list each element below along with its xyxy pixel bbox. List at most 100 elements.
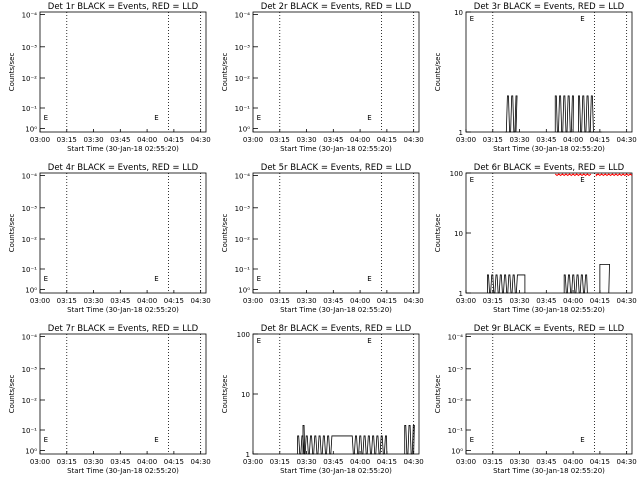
y-axis-label: Counts/sec [8,375,16,414]
panel-title: Det 7r BLACK = Events, RED = LLD [48,324,199,334]
plot-frame [465,333,633,455]
x-tick-label: 03:45 [536,458,556,466]
y-tick-label: 10⁻³ [235,205,251,213]
y-tick-label: 10 [241,391,250,399]
x-tick-label: 03:00 [30,297,50,305]
x-tick-label: 03:15 [483,458,503,466]
y-tick-label: 10 [454,9,463,17]
x-tick-label: 04:15 [590,136,610,144]
panel-title: Det 1r BLACK = Events, RED = LLD [48,2,199,12]
plot-frame [39,172,207,294]
y-tick-label: 1 [459,290,463,298]
panel-title: Det 9r BLACK = Events, RED = LLD [474,324,625,334]
y-tick-label: 10⁻⁴ [22,172,38,180]
x-tick-label: 04:00 [137,458,157,466]
x-tick-label: 03:30 [296,297,316,305]
plot-frame [465,172,633,294]
y-tick-label: 10⁻⁴ [22,11,38,19]
x-tick-label: 04:00 [350,136,370,144]
y-tick-label: 10⁻³ [22,44,38,52]
x-tick-label: 04:30 [191,458,211,466]
event-marker-e: E [44,436,48,444]
x-tick-label: 04:30 [404,458,424,466]
x-tick-label: 03:15 [57,297,77,305]
panel-det5r: Det 5r BLACK = Events, RED = LLD 03:00 03:… [221,163,424,314]
panel-title: Det 5r BLACK = Events, RED = LLD [261,163,412,173]
y-tick-label: 10⁻³ [448,366,464,374]
x-tick-label: 03:45 [536,136,556,144]
panel-det4r: Det 4r BLACK = Events, RED = LLD 03:00 03:… [8,163,211,314]
x-tick-label: 04:30 [404,297,424,305]
x-tick-label: 03:45 [323,136,343,144]
x-tick-label: 04:30 [191,136,211,144]
y-axis-label: Counts/sec [221,375,229,414]
y-tick-label: 10⁻² [235,75,251,83]
x-tick-label: 03:45 [536,297,556,305]
event-marker-e: E [470,176,474,184]
x-axis-label: Start Time (30-Jan-18 02:55:20) [493,467,605,475]
panel-det6r: Det 6r BLACK = Events, RED = LLD 03:00 03:… [434,163,637,314]
x-axis-label: Start Time (30-Jan-18 02:55:20) [280,145,392,153]
x-tick-label: 03:30 [509,297,529,305]
event-marker-e: E [367,337,371,345]
x-axis-label: Start Time (30-Jan-18 02:55:20) [280,306,392,314]
y-axis-label: Counts/sec [434,214,442,253]
event-marker-e: E [367,275,371,283]
x-tick-label: 03:00 [30,136,50,144]
panel-det1r: Det 1r BLACK = Events, RED = LLD 03:00 03:… [8,2,211,153]
x-tick-label: 03:00 [456,458,476,466]
y-axis-label: Counts/sec [8,53,16,92]
y-tick-label: 10⁰ [25,447,37,455]
x-tick-label: 04:15 [590,297,610,305]
x-tick-label: 03:30 [509,458,529,466]
x-tick-label: 03:00 [30,458,50,466]
y-tick-label: 10⁻⁴ [22,333,38,341]
x-tick-label: 04:30 [404,136,424,144]
x-tick-label: 03:00 [243,458,263,466]
plot-frame [39,333,207,455]
event-trace [487,274,526,294]
y-tick-label: 10⁰ [25,125,37,133]
lld-trace [595,173,633,177]
y-tick-label: 10⁻¹ [448,427,464,435]
x-tick-label: 04:00 [563,136,583,144]
event-marker-e: E [154,114,158,122]
y-tick-label: 10⁻⁴ [235,11,251,19]
x-axis-label: Start Time (30-Jan-18 02:55:20) [280,467,392,475]
plot-frame [252,172,420,294]
x-tick-label: 03:15 [270,136,290,144]
panel-title: Det 2r BLACK = Events, RED = LLD [261,2,412,12]
y-tick-label: 10⁻² [235,236,251,244]
x-tick-label: 04:00 [137,297,157,305]
y-tick-label: 10⁻³ [235,44,251,52]
event-marker-e: E [154,275,158,283]
y-tick-label: 10⁻¹ [235,266,251,274]
event-marker-e: E [470,436,474,444]
y-tick-label: 10⁰ [238,125,250,133]
x-tick-label: 03:30 [296,136,316,144]
x-tick-label: 03:15 [270,297,290,305]
y-tick-label: 10⁻² [448,397,464,405]
y-tick-label: 10⁻³ [22,366,38,374]
x-axis-label: Start Time (30-Jan-18 02:55:20) [493,306,605,314]
x-tick-label: 03:15 [270,458,290,466]
panel-det7r: Det 7r BLACK = Events, RED = LLD 03:00 03:… [8,324,211,475]
event-marker-e: E [257,114,261,122]
x-tick-label: 04:00 [563,297,583,305]
x-tick-label: 04:00 [350,297,370,305]
x-tick-label: 03:15 [57,458,77,466]
x-tick-label: 03:45 [110,458,130,466]
y-tick-label: 100 [237,331,250,339]
x-tick-label: 03:30 [83,297,103,305]
x-tick-label: 04:30 [191,297,211,305]
event-trace [404,424,415,455]
y-axis-label: Counts/sec [221,53,229,92]
x-tick-label: 03:30 [83,458,103,466]
y-axis-label: Counts/sec [8,214,16,253]
y-tick-label: 10⁻⁴ [235,172,251,180]
y-tick-label: 10⁻¹ [22,105,38,113]
y-tick-label: 1 [246,451,250,459]
x-axis-label: Start Time (30-Jan-18 02:55:20) [67,306,179,314]
y-axis-label: Counts/sec [221,214,229,253]
